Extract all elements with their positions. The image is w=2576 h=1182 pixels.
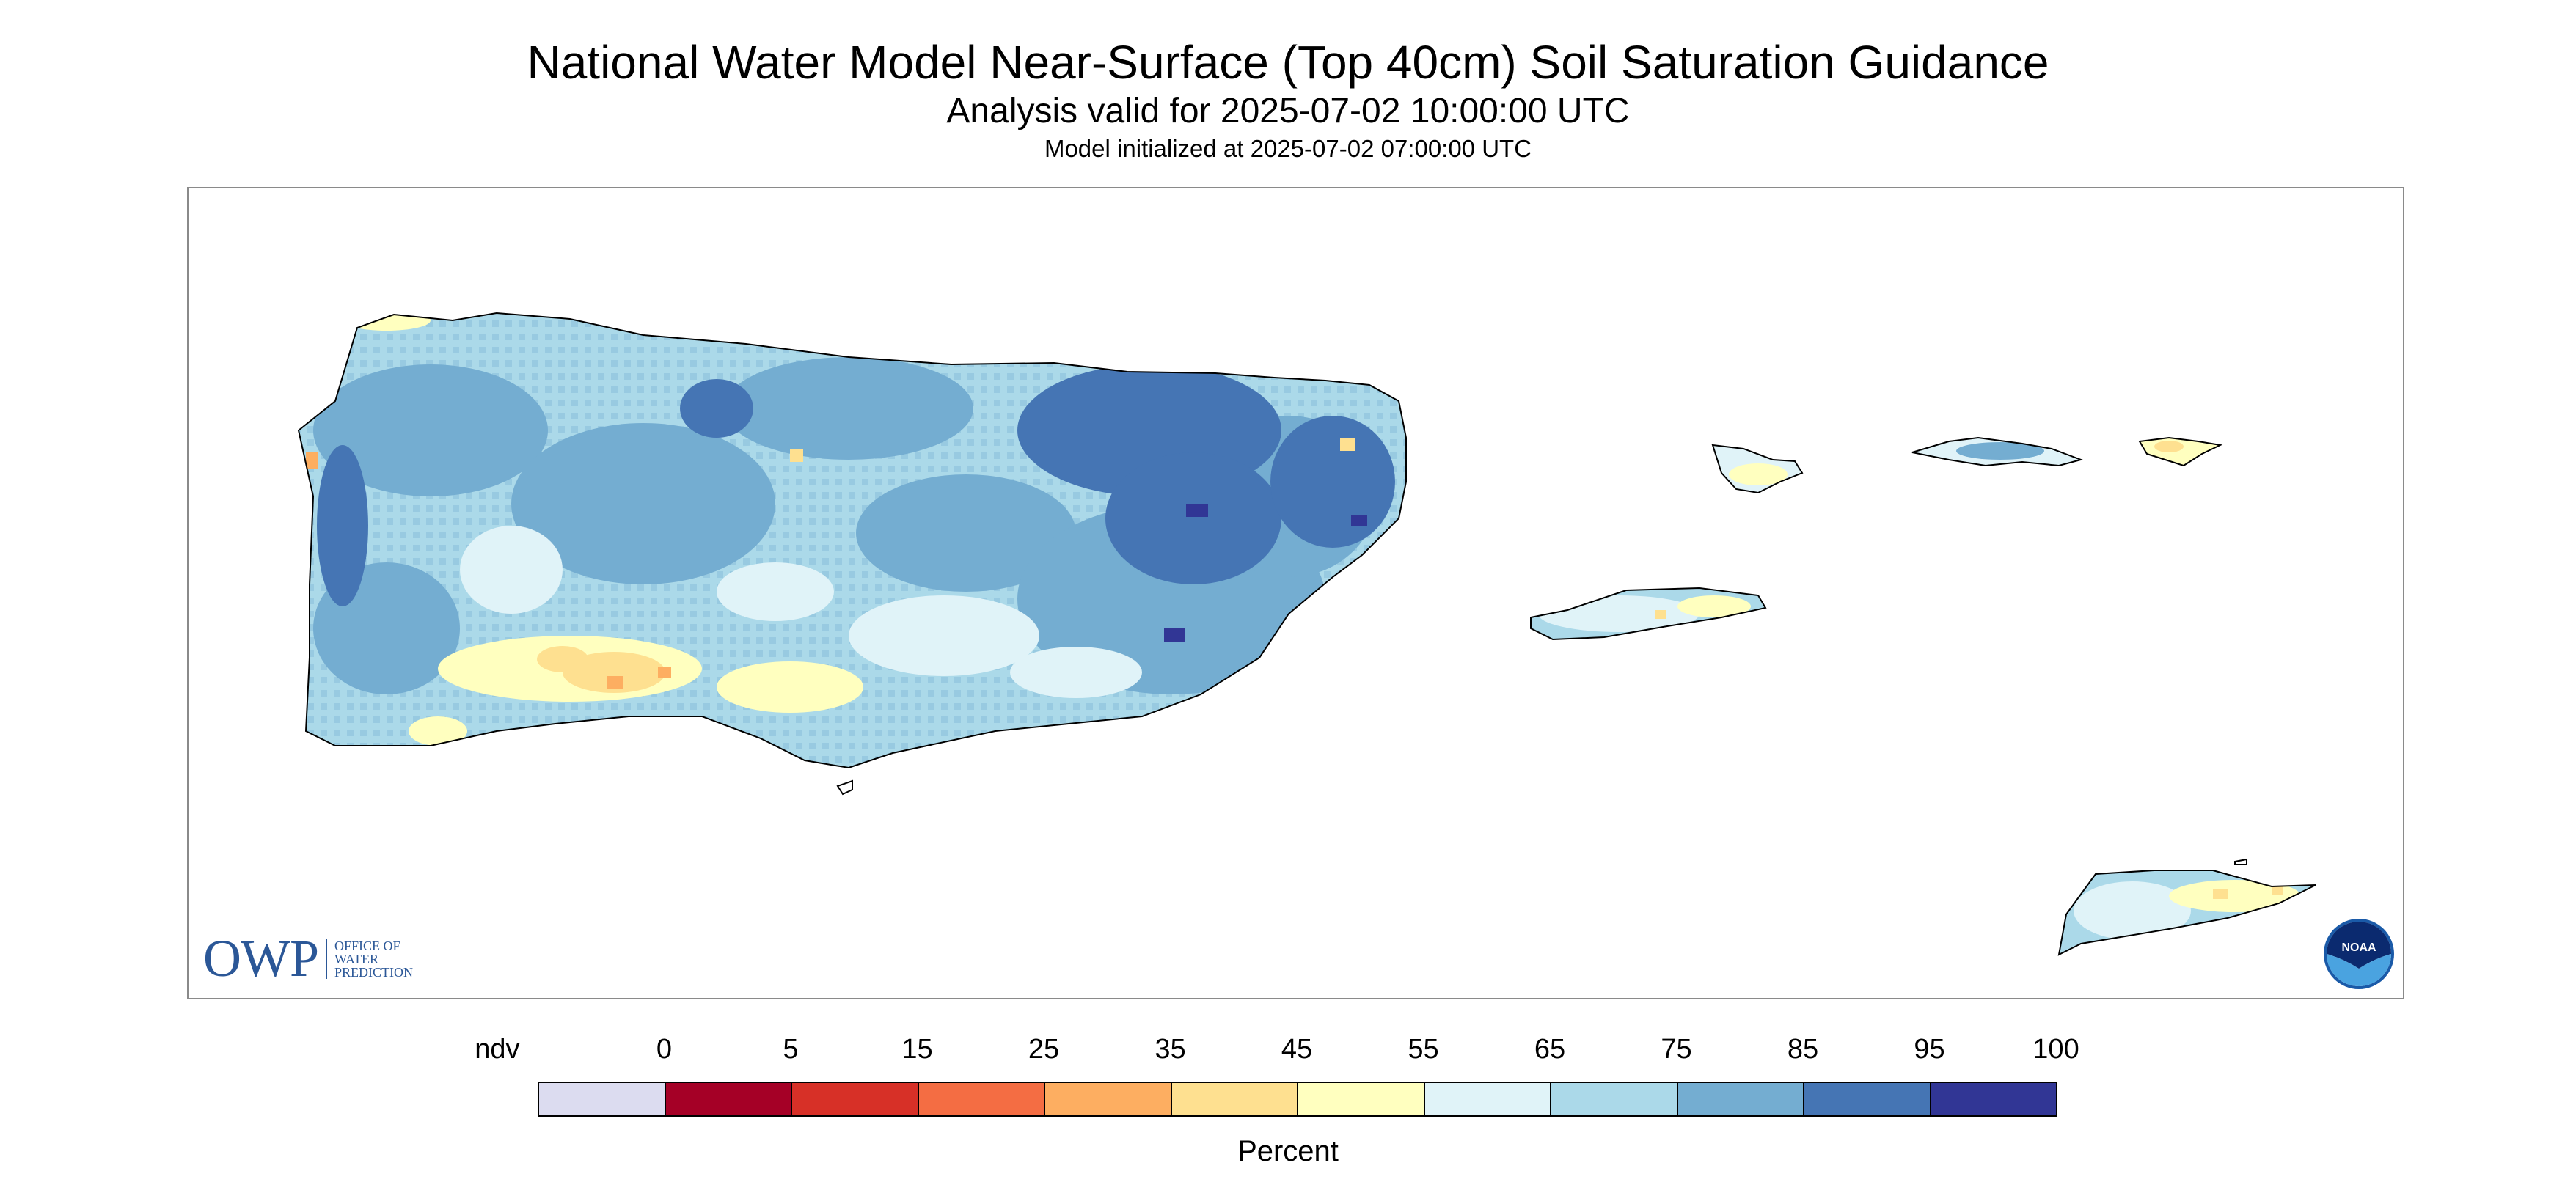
island-saint-john — [2139, 437, 2221, 466]
colorbar-box — [917, 1082, 1045, 1117]
colorbar-box — [1044, 1082, 1172, 1117]
colorbar-label: 35 — [1155, 1034, 1186, 1065]
colorbar-label: 95 — [1914, 1034, 1945, 1065]
owp-logo: OWP OFFICE OF WATER PREDICTION — [203, 928, 413, 989]
owp-logo-divider — [326, 939, 327, 979]
colorbar-label: ndv — [475, 1034, 520, 1065]
islet-buck — [2234, 858, 2247, 865]
owp-logo-caption: OFFICE OF WATER PREDICTION — [334, 939, 413, 979]
island-saint-croix — [2058, 870, 2316, 955]
colorbar-label: 55 — [1408, 1034, 1439, 1065]
colorbar-box — [1550, 1082, 1678, 1117]
colorbar-box — [1929, 1082, 2057, 1117]
noaa-logo-text: NOAA — [2341, 941, 2376, 954]
owp-logo-line-1: OFFICE OF — [334, 938, 400, 953]
owp-logo-line-3: PREDICTION — [334, 964, 413, 980]
colorbar-label: 25 — [1028, 1034, 1060, 1065]
colorbar-box — [1170, 1082, 1298, 1117]
map-frame: OWP OFFICE OF WATER PREDICTION NOAA — [187, 187, 2404, 999]
colorbar-label: 100 — [2032, 1034, 2079, 1065]
colorbar-label: 85 — [1787, 1034, 1819, 1065]
colorbar-label: 65 — [1534, 1034, 1566, 1065]
chart-title: National Water Model Near-Surface (Top 4… — [527, 36, 2049, 89]
model-init-time: Model initialized at 2025-07-02 07:00:00… — [1044, 135, 1532, 162]
colorbar-box — [1803, 1082, 1931, 1117]
noaa-logo: NOAA — [2324, 919, 2394, 989]
island-vieques — [1530, 587, 1766, 640]
colorbar-label: 15 — [901, 1034, 933, 1065]
colorbar-label: 75 — [1661, 1034, 1692, 1065]
colorbar — [538, 1082, 2057, 1117]
island-culebra — [1712, 444, 1803, 493]
colorbar-box — [1423, 1082, 1551, 1117]
owp-logo-line-2: WATER — [334, 951, 378, 966]
colorbar-unit: Percent — [1237, 1135, 1339, 1167]
colorbar-label: 45 — [1281, 1034, 1313, 1065]
colorbar-box — [538, 1082, 666, 1117]
colorbar-box — [1676, 1082, 1804, 1117]
colorbar-box — [664, 1082, 792, 1117]
colorbar-label: 0 — [656, 1034, 673, 1065]
colorbar-label: 5 — [783, 1034, 799, 1065]
colorbar-box — [1297, 1082, 1425, 1117]
island-saint-thomas — [1911, 437, 2082, 466]
owp-logo-mark: OWP — [203, 929, 319, 988]
map-canvas — [298, 312, 2316, 955]
islet-west — [836, 779, 853, 796]
island-puerto-rico — [298, 312, 1407, 768]
chart-subtitle: Analysis valid for 2025-07-02 10:00:00 U… — [946, 92, 1630, 131]
colorbar-box — [791, 1082, 919, 1117]
